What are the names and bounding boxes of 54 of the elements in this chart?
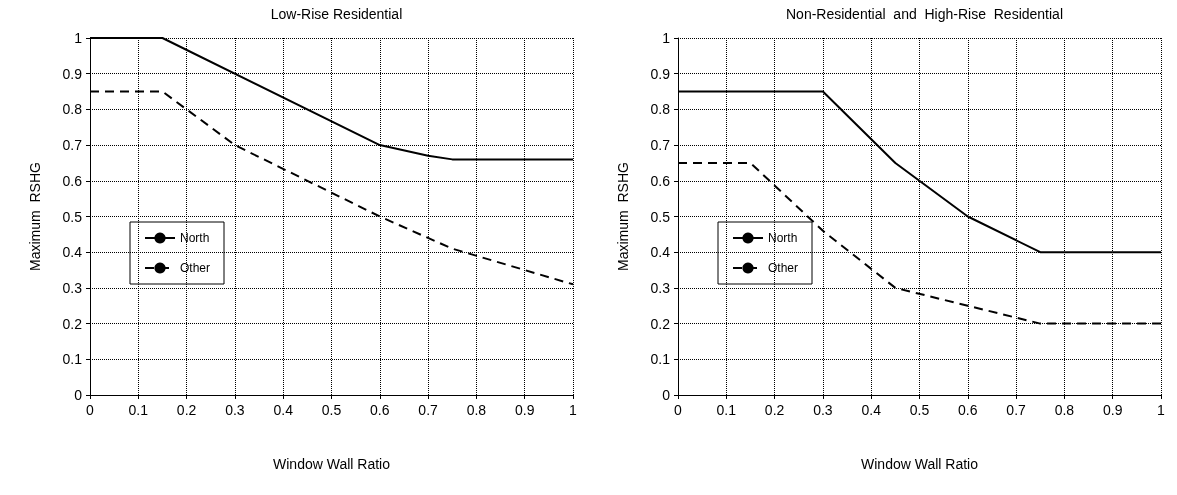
x-tick-label: 1 (1157, 402, 1166, 418)
y-tick-label: 0.8 (650, 101, 671, 118)
legend-label: North (180, 231, 210, 245)
x-tick-label: 0.9 (1102, 402, 1123, 418)
y-tick-label: 0.2 (650, 315, 671, 332)
x-tick-label: 0.3 (813, 402, 833, 418)
legend-label: Other (768, 261, 799, 275)
x-tick-label: 0.1 (716, 402, 737, 418)
x-axis-title: Window Wall Ratio (861, 456, 979, 472)
x-tick-label: 0.1 (128, 402, 149, 418)
y-tick-label: 0.8 (62, 101, 83, 118)
y-tick-label: 1 (662, 30, 671, 46)
y-tick-label: 0.7 (62, 137, 83, 154)
y-tick-label: 0.6 (650, 172, 671, 189)
y-tick-label: 0.1 (62, 351, 83, 368)
y-tick-label: 0.4 (650, 244, 671, 261)
x-tick-label: 0 (86, 402, 95, 418)
y-tick-label: 1 (74, 30, 83, 46)
x-tick-label: 0.6 (370, 402, 390, 418)
x-tick-label: 0.7 (1006, 402, 1027, 418)
x-tick-label: 0.7 (418, 402, 439, 418)
chart-title: Non-Residential and High-Rise Residential (785, 6, 1064, 22)
y-tick-label: 0.7 (650, 137, 671, 154)
x-tick-label: 0.2 (176, 402, 197, 418)
x-axis-title: Window Wall Ratio (273, 456, 391, 472)
x-tick-label: 0.8 (466, 402, 487, 418)
y-tick-label: 0.4 (62, 244, 83, 261)
y-tick-label: 0 (74, 387, 83, 403)
y-tick-label: 0.9 (650, 65, 671, 82)
y-tick-label: 0.1 (650, 351, 671, 368)
y-tick-label: 0.6 (62, 172, 83, 189)
legend-label: Other (180, 261, 211, 275)
x-tick-label: 0.5 (909, 402, 930, 418)
y-tick-label: 0.3 (650, 279, 671, 296)
x-tick-label: 0.3 (225, 402, 245, 418)
y-tick-label: 0.9 (62, 65, 83, 82)
x-tick-label: 0.4 (273, 402, 294, 418)
x-tick-label: 0.2 (764, 402, 785, 418)
chart-title: Low-Rise Residential (270, 6, 403, 22)
x-tick-label: 0.4 (861, 402, 882, 418)
legend-label: North (768, 231, 798, 245)
y-axis-title: Maximum RSHG (615, 162, 631, 271)
x-tick-label: 0.9 (514, 402, 535, 418)
x-tick-label: 0.6 (958, 402, 978, 418)
y-tick-label: 0.2 (62, 315, 83, 332)
x-tick-label: 1 (569, 402, 578, 418)
x-tick-label: 0 (674, 402, 683, 418)
y-axis-title: Maximum RSHG (27, 162, 43, 271)
y-tick-label: 0 (662, 387, 671, 403)
y-tick-label: 0.5 (62, 208, 83, 225)
x-tick-label: 0.5 (321, 402, 342, 418)
x-tick-label: 0.8 (1054, 402, 1075, 418)
y-tick-label: 0.5 (650, 208, 671, 225)
y-tick-label: 0.3 (62, 279, 83, 296)
